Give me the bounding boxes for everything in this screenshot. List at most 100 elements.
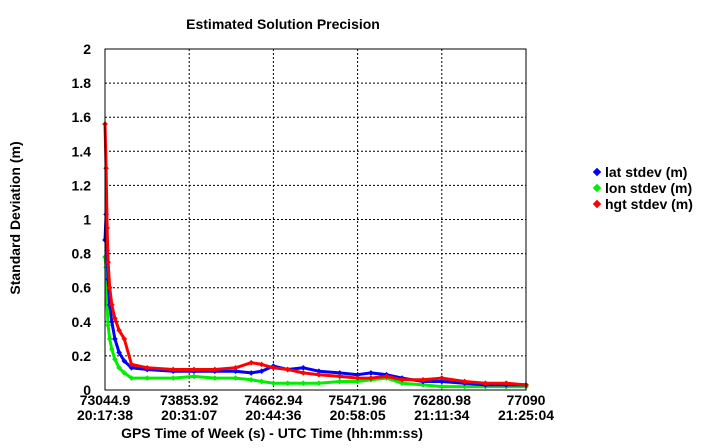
- data-point: [438, 375, 445, 381]
- data-point: [106, 336, 113, 342]
- series-2: [102, 121, 529, 388]
- data-point: [104, 225, 110, 231]
- data-point: [368, 375, 374, 381]
- data-point: [399, 376, 405, 383]
- data-point: [336, 373, 343, 380]
- data-point: [128, 375, 135, 381]
- data-point: [105, 259, 111, 265]
- data-point: [248, 370, 255, 376]
- data-point: [354, 375, 361, 381]
- data-point: [336, 370, 343, 376]
- data-point: [121, 336, 128, 342]
- data-point: [248, 359, 255, 366]
- data-point: [232, 368, 239, 375]
- data-point: [354, 371, 361, 378]
- data-point: [438, 383, 445, 390]
- data-point: [116, 364, 122, 371]
- data-point: [112, 315, 118, 322]
- data-point: [108, 301, 115, 308]
- data-point: [105, 322, 111, 329]
- data-point: [300, 380, 307, 387]
- data-point: [383, 373, 390, 380]
- y-tick-label: 0.4: [72, 314, 92, 330]
- y-tick-label: 0.2: [72, 348, 92, 364]
- x-tick-label: 77090: [507, 392, 546, 408]
- data-point: [420, 376, 426, 383]
- data-point: [270, 380, 277, 387]
- data-point: [121, 370, 128, 376]
- data-point: [144, 375, 151, 381]
- data-point: [461, 383, 468, 390]
- data-point: [144, 364, 151, 371]
- data-point: [336, 378, 343, 385]
- y-tick-label: 2: [83, 41, 91, 57]
- x-tick-time-label: 20:44:36: [245, 407, 301, 423]
- legend-label: lon stdev (m): [605, 180, 692, 196]
- data-point: [232, 364, 239, 371]
- data-point: [284, 366, 291, 373]
- data-point: [258, 378, 265, 385]
- y-tick-labels: 0 0.2 0.4 0.6 0.8 1 1.2 1.4 1.6 1.8 2: [72, 41, 92, 398]
- data-point: [116, 349, 122, 356]
- y-tick-label: 1.2: [72, 177, 92, 193]
- series-1: [102, 254, 529, 390]
- data-point: [232, 375, 239, 381]
- grid-lines: [105, 49, 526, 390]
- y-axis-label: Standard Deviation (m): [7, 141, 23, 294]
- data-point: [503, 380, 510, 387]
- y-tick-label: 0: [83, 382, 91, 398]
- x-tick-time-label: 20:17:38: [77, 407, 133, 423]
- data-point: [300, 370, 307, 376]
- x-tick-label: 75471.96: [328, 392, 387, 408]
- legend: lat stdev (m)lon stdev (m)hgt stdev (m): [592, 164, 693, 212]
- data-point: [248, 376, 255, 383]
- x-tick-label: 76280.98: [413, 392, 472, 408]
- legend-label: lat stdev (m): [605, 164, 687, 180]
- data-point: [116, 327, 122, 334]
- x-axis-label: GPS Time of Week (s) - UTC Time (hh:mm:s…: [121, 425, 423, 441]
- x-tick-time-label: 20:31:07: [161, 407, 217, 423]
- data-point: [438, 378, 445, 385]
- chart-title: Estimated Solution Precision: [186, 16, 380, 32]
- plot-area-border: [104, 48, 527, 391]
- data-point: [284, 380, 291, 387]
- data-point: [170, 366, 177, 373]
- x-tick-label: 73853.92: [160, 392, 219, 408]
- x-tick-label: 73044.9: [80, 392, 131, 408]
- data-point: [108, 346, 115, 352]
- data-point: [354, 378, 361, 385]
- y-tick-label: 1.8: [72, 75, 92, 91]
- data-point: [121, 358, 128, 364]
- data-point: [316, 371, 322, 378]
- data-point: [211, 366, 218, 373]
- x-tick-time-label: 20:58:05: [330, 407, 386, 423]
- data-point: [128, 361, 135, 368]
- y-tick-label: 1.6: [72, 109, 92, 125]
- data-point: [300, 364, 307, 371]
- x-tick-time-label: 21:11:34: [414, 407, 469, 423]
- y-tick-label: 0.6: [72, 280, 92, 296]
- data-point: [316, 368, 322, 375]
- data-point: [258, 368, 265, 375]
- data-point: [420, 382, 426, 388]
- series-group: [102, 121, 529, 390]
- x-tick-label: 74662.94: [244, 392, 303, 408]
- data-point: [112, 356, 118, 363]
- data-point: [106, 284, 113, 291]
- x-tick-time-label: 21:25:04: [498, 407, 554, 423]
- data-point: [128, 364, 135, 371]
- data-point: [258, 361, 265, 368]
- data-point: [461, 378, 468, 385]
- data-point: [108, 318, 115, 325]
- y-tick-label: 1.4: [72, 143, 92, 159]
- data-point: [112, 336, 118, 342]
- data-point: [399, 380, 405, 387]
- y-tick-label: 1: [83, 212, 91, 228]
- x-tick-labels: 73044.920:17:3873853.9220:31:0774662.942…: [77, 392, 554, 423]
- data-point: [270, 364, 277, 371]
- data-point: [170, 375, 177, 381]
- data-point: [191, 373, 197, 380]
- data-point: [191, 366, 197, 373]
- data-point: [211, 375, 218, 381]
